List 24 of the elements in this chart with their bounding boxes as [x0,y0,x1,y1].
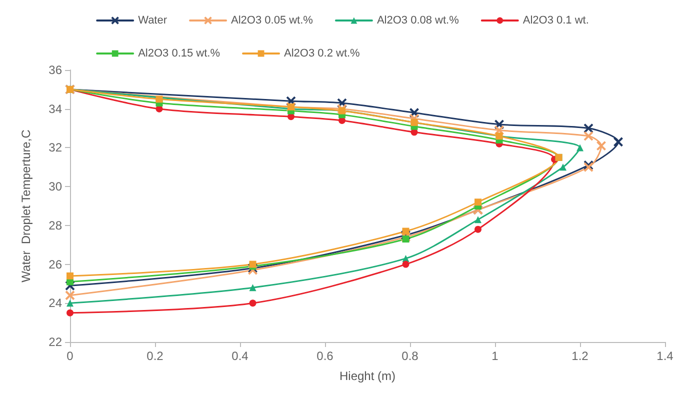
legend-label: Al2O3 0.08 wt.% [376,14,460,26]
x-tick-label: 1.4 [656,349,674,363]
x-tick-label: 0.2 [146,349,164,363]
x-tick-label: 0.8 [402,349,419,363]
y-axis-title: Water Droplet Temperture,C [19,129,33,282]
y-tick-label: 36 [48,63,62,77]
x-tick-label: 0 [66,349,74,363]
x-tick-label: 0.4 [232,349,249,363]
y-tick-label: 28 [48,218,62,232]
x-axis-title: Hieght (m) [339,369,396,383]
legend-label: Al2O3 0.15 wt.% [138,48,220,60]
y-tick-label: 26 [48,257,62,272]
legend-label: Al2O3 0.2 wt.% [284,48,360,60]
y-tick-label: 34 [48,102,62,116]
y-tick-label: 22 [48,335,62,349]
x-tick-label: 1.2 [572,349,589,363]
x-tick-label: 1 [492,349,499,363]
y-tick-label: 24 [48,296,62,310]
y-tick-label: 32 [48,140,62,155]
x-tick-label: 0.6 [316,349,334,363]
legend-label: Al2O3 0.05 wt.% [231,14,314,26]
y-tick-label: 30 [48,180,62,194]
legend-label: Al2O3 0.1 wt. [522,14,589,26]
legend-label: Water [138,14,168,26]
